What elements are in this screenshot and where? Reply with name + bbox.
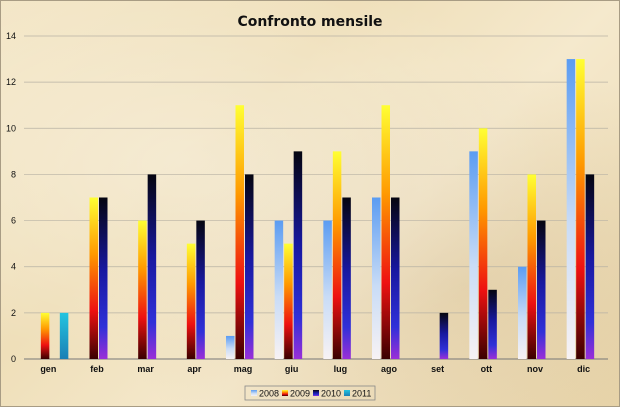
legend: 2008 2009 2010 2011 [244, 385, 376, 401]
bar-2010-nov [537, 220, 546, 359]
bar-2009-ago [381, 105, 390, 359]
y-tick-label: 6 [11, 216, 16, 226]
x-tick-label: nov [527, 364, 543, 374]
bar-2010-giu [293, 151, 303, 359]
legend-swatch-2011 [344, 390, 350, 396]
bar-2010-mar [147, 174, 157, 359]
y-tick-label: 14 [6, 31, 16, 41]
bar-2009-gen [40, 312, 50, 359]
legend-box [244, 385, 376, 401]
bar-2010-mag [245, 174, 254, 359]
legend-label-2009: 2009 [290, 389, 310, 399]
bar-2009-ott [478, 128, 488, 359]
legend-label-2011: 2011 [352, 389, 371, 399]
plot-area: 0 2 4 6 8 10 12 14 gen feb mar apr mag giu lug ago set ot… [6, 31, 608, 374]
y-tick-label: 12 [6, 77, 16, 87]
bar-2008-dic [566, 59, 576, 359]
bar-2010-lug [342, 197, 351, 359]
legend-swatch-2010 [313, 390, 319, 396]
bar-2010-dic [585, 174, 595, 359]
bar-2008-lug [323, 220, 332, 359]
x-tick-label: giu [285, 364, 299, 374]
x-tick-label: ott [481, 364, 493, 374]
bar-2011-gen [59, 312, 69, 359]
bar-2009-lug [332, 151, 342, 359]
x-tick-label: ago [381, 364, 398, 374]
y-tick-label: 4 [11, 262, 16, 272]
y-tick-label: 10 [6, 123, 16, 133]
bar-2009-nov [527, 174, 536, 359]
bar-2009-giu [284, 243, 293, 359]
chart-title: Confronto mensile [237, 14, 382, 30]
x-tick-label: mag [234, 364, 253, 374]
bar-2008-nov [518, 266, 527, 359]
x-tick-label: feb [90, 364, 104, 374]
bar-2008-ago [372, 197, 381, 359]
x-tick-label: gen [40, 364, 56, 374]
bar-2008-mag [226, 335, 235, 359]
bar-2010-apr [196, 220, 205, 359]
bar-2010-set [439, 312, 449, 359]
legend-label-2010: 2010 [321, 389, 341, 399]
y-tick-label: 0 [11, 354, 16, 364]
bar-2010-feb [99, 197, 108, 359]
x-tick-label: set [431, 364, 444, 374]
bar-2008-giu [274, 220, 284, 359]
y-tick-label: 8 [11, 169, 16, 179]
bar-2009-mar [138, 220, 147, 359]
x-tick-label: lug [334, 364, 348, 374]
legend-swatch-2008 [251, 390, 257, 396]
bar-2010-ott [488, 289, 497, 359]
x-tick-label: dic [577, 364, 590, 374]
legend-label-2008: 2008 [259, 389, 279, 399]
y-tick-label: 2 [11, 308, 16, 318]
bar-2009-apr [186, 243, 196, 359]
bar-2009-feb [89, 197, 98, 359]
x-tick-label: mar [137, 364, 154, 374]
x-tick-label: apr [187, 364, 202, 374]
bar-2010-ago [391, 197, 400, 359]
bar-2008-ott [469, 151, 478, 359]
bar-2009-dic [576, 59, 585, 359]
bar-2009-mag [235, 105, 244, 359]
legend-swatch-2009 [282, 390, 288, 396]
